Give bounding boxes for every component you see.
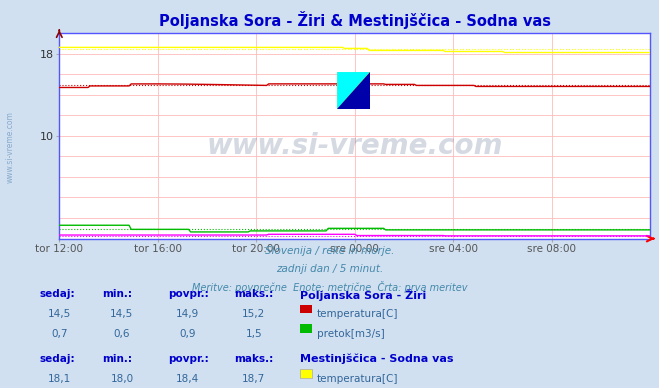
Text: sedaj:: sedaj: [40, 354, 75, 364]
Text: min.:: min.: [102, 354, 132, 364]
Text: 18,4: 18,4 [176, 374, 200, 384]
Title: Poljanska Sora - Žiri & Mestinjščica - Sodna vas: Poljanska Sora - Žiri & Mestinjščica - S… [159, 11, 551, 29]
Text: povpr.:: povpr.: [168, 354, 209, 364]
Text: temperatura[C]: temperatura[C] [317, 374, 399, 384]
Text: maks.:: maks.: [234, 354, 273, 364]
Text: Poljanska Sora - Žiri: Poljanska Sora - Žiri [300, 289, 426, 301]
Text: www.si-vreme.com: www.si-vreme.com [5, 111, 14, 184]
Text: min.:: min.: [102, 289, 132, 299]
Text: www.si-vreme.com: www.si-vreme.com [207, 132, 503, 160]
Text: pretok[m3/s]: pretok[m3/s] [317, 329, 385, 339]
Text: Mestinjščica - Sodna vas: Mestinjščica - Sodna vas [300, 354, 453, 364]
Text: 1,5: 1,5 [245, 329, 262, 339]
Text: 14,5: 14,5 [110, 309, 134, 319]
Text: 15,2: 15,2 [242, 309, 266, 319]
Text: 0,6: 0,6 [113, 329, 130, 339]
Text: 0,7: 0,7 [51, 329, 68, 339]
Text: Slovenija / reke in morje.: Slovenija / reke in morje. [265, 246, 394, 256]
Polygon shape [337, 72, 370, 109]
Text: povpr.:: povpr.: [168, 289, 209, 299]
Text: 18,7: 18,7 [242, 374, 266, 384]
Text: 14,9: 14,9 [176, 309, 200, 319]
Text: sedaj:: sedaj: [40, 289, 75, 299]
Text: zadnji dan / 5 minut.: zadnji dan / 5 minut. [276, 264, 383, 274]
Text: 18,0: 18,0 [110, 374, 134, 384]
Text: 18,1: 18,1 [47, 374, 71, 384]
Text: temperatura[C]: temperatura[C] [317, 309, 399, 319]
Text: Meritve: povprečne  Enote: metrične  Črta: prva meritev: Meritve: povprečne Enote: metrične Črta:… [192, 281, 467, 293]
Text: 14,5: 14,5 [47, 309, 71, 319]
Bar [337, 72, 370, 109]
Text: maks.:: maks.: [234, 289, 273, 299]
Polygon shape [337, 72, 370, 109]
Text: 0,9: 0,9 [179, 329, 196, 339]
